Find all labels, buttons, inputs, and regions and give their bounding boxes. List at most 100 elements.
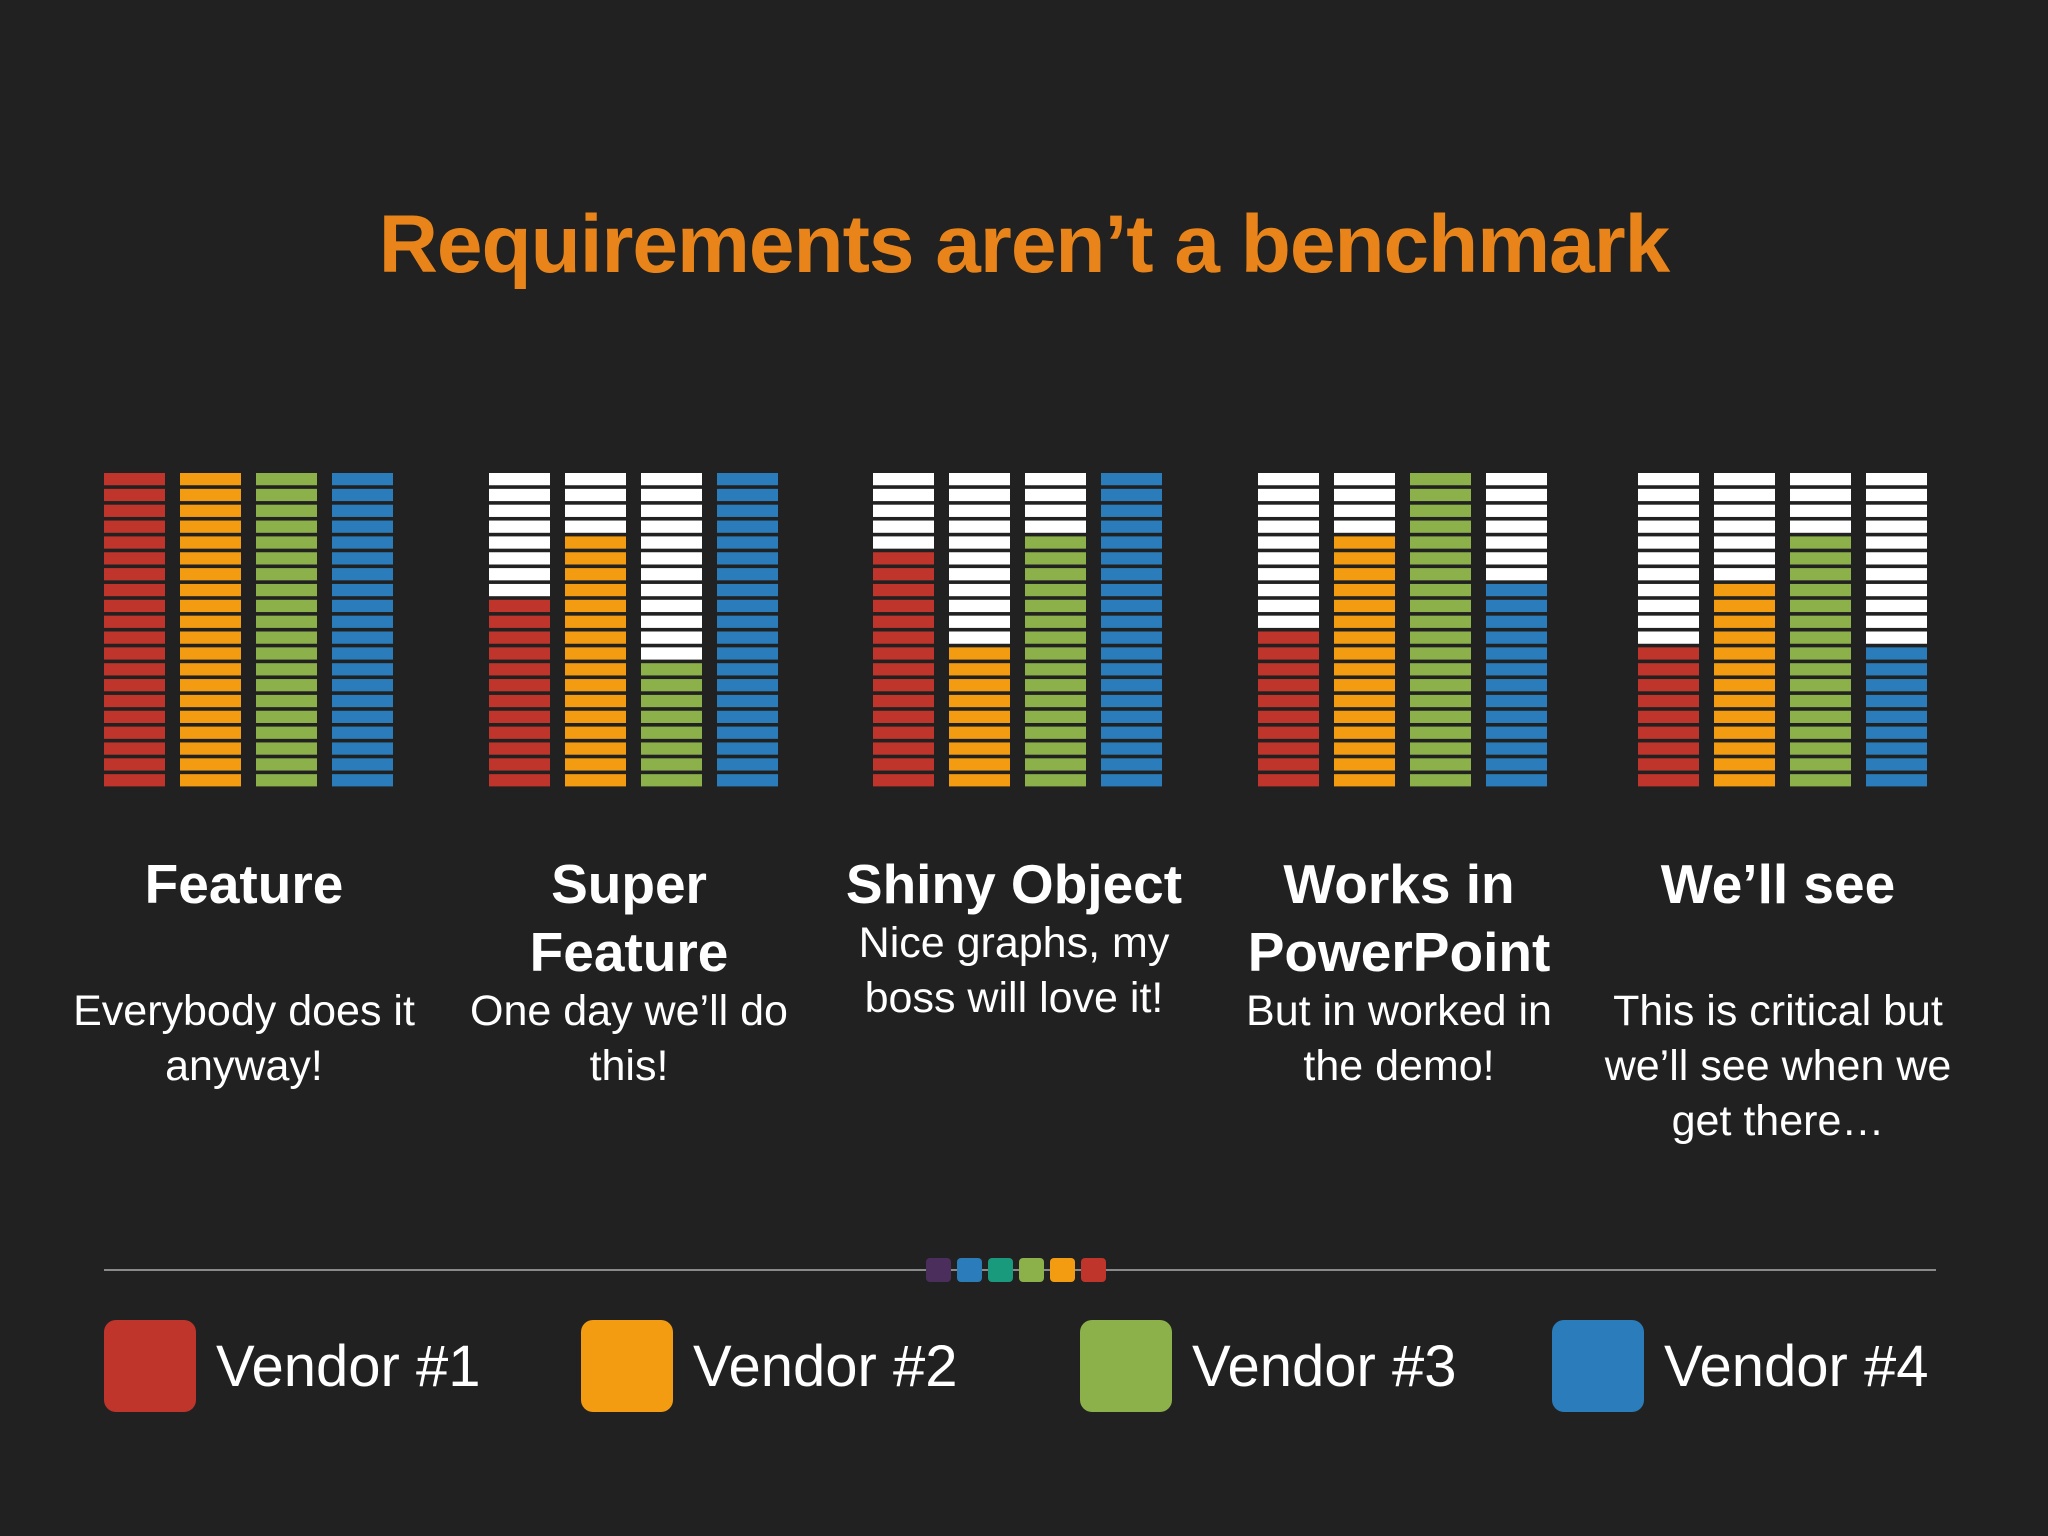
bar-segment-empty [1866,504,1927,517]
bar-segment-filled [1714,599,1775,613]
bar-segment-empty [949,568,1010,581]
bar-segment-filled [641,663,702,676]
bar-segment-filled [949,726,1010,739]
group-heading-works-in-powerpoint: Works in PowerPoint [1247,853,1551,983]
bar-segment-empty [1258,520,1319,533]
bar-segment-filled [1410,583,1471,597]
divider-dots [926,1258,1106,1282]
bar-segment-filled [1486,599,1547,613]
bar-segment-filled [1334,647,1395,660]
bar-segment-filled [1714,726,1775,739]
bar-segment-empty [1714,552,1775,565]
bar-segment-filled [332,726,393,739]
bar-segment-filled [873,742,934,755]
bar-segment-filled [104,552,165,565]
bar-segment-filled [1334,631,1395,644]
bar-segment-filled [180,504,241,517]
bar-segment-empty [949,473,1010,486]
bar-segment-empty [1638,520,1699,533]
legend-item-vendor-3: Vendor #3 [1080,1320,1456,1412]
bar-segment-filled [1638,663,1699,676]
bar-segment-filled [180,774,241,787]
bar-segment-empty [489,504,550,517]
bar-segment-filled [1866,663,1927,676]
bar-shiny-object-vendor-4 [1101,473,1162,787]
bar-segment-filled [332,742,393,755]
bar-segment-empty [1714,520,1775,533]
bar-segment-filled [1410,647,1471,660]
bar-segment-filled [104,520,165,533]
bar-segment-filled [873,647,934,660]
bar-segment-empty [873,536,934,549]
bar-segment-filled [1410,488,1471,502]
bar-segment-filled [1790,694,1851,708]
bar-segment-empty [1714,536,1775,549]
bar-segment-filled [873,726,934,739]
bar-segment-filled [1866,774,1927,787]
bar-segment-filled [873,599,934,613]
bar-segment-empty [489,536,550,549]
bar-segment-empty [949,631,1010,644]
bar-segment-empty [1638,599,1699,613]
bar-segment-filled [949,647,1010,660]
bar-segment-empty [1025,520,1086,533]
bar-segment-filled [1334,663,1395,676]
bar-segment-filled [873,615,934,628]
bar-segment-filled [1258,679,1319,692]
bar-segment-filled [1334,726,1395,739]
bar-segment-filled [1790,742,1851,755]
bar-segment-filled [1410,663,1471,676]
bar-segment-filled [565,726,626,739]
bar-segment-filled [104,758,165,771]
bar-segment-empty [1866,473,1927,486]
bar-segment-filled [1714,742,1775,755]
bar-segment-filled [1486,742,1547,755]
bar-segment-filled [1866,694,1927,708]
bar-segment-filled [717,710,778,723]
bar-segment-filled [180,631,241,644]
bar-segment-empty [489,520,550,533]
bar-segment-filled [1866,726,1927,739]
legend-item-vendor-4: Vendor #4 [1552,1320,1928,1412]
bar-segment-filled [1101,679,1162,692]
bar-segment-filled [873,774,934,787]
group-description-works-in-powerpoint: But in worked in the demo! [1246,987,1552,1090]
bar-segment-empty [641,599,702,613]
bar-segment-filled [949,774,1010,787]
bar-segment-filled [1790,774,1851,787]
bar-segment-filled [1714,774,1775,787]
bar-segment-empty [1866,488,1927,502]
bar-segment-filled [565,742,626,755]
bar-segment-filled [1638,679,1699,692]
bar-segment-filled [1025,615,1086,628]
bar-segment-filled [256,520,317,533]
bar-segment-filled [256,599,317,613]
bar-segment-filled [332,536,393,549]
bar-segment-empty [1866,615,1927,628]
bar-segment-empty [1258,473,1319,486]
bar-segment-filled [873,710,934,723]
bar-segment-empty [949,583,1010,597]
bar-segment-empty [1638,552,1699,565]
bar-segment-filled [256,552,317,565]
bar-segment-filled [1025,568,1086,581]
group-heading-well-see: We’ll see [1660,853,1896,915]
bar-segment-filled [256,536,317,549]
bar-segment-filled [1486,631,1547,644]
bar-segment-filled [1258,774,1319,787]
bar-segment-empty [1486,488,1547,502]
bar-segment-empty [949,504,1010,517]
bar-segment-filled [1638,710,1699,723]
bar-works-in-powerpoint-vendor-1 [1258,473,1319,787]
bar-segment-filled [949,663,1010,676]
bar-segment-filled [1638,694,1699,708]
group-description-well-see: This is critical but we’ll see when we g… [1604,987,1952,1145]
bar-works-in-powerpoint-vendor-3 [1410,473,1471,787]
bar-segment-filled [1101,536,1162,549]
bar-segment-filled [717,774,778,787]
bar-segment-empty [1334,488,1395,502]
bar-segment-filled [489,742,550,755]
bar-segment-empty [1486,520,1547,533]
bar-segment-filled [1410,742,1471,755]
bar-segment-filled [332,694,393,708]
